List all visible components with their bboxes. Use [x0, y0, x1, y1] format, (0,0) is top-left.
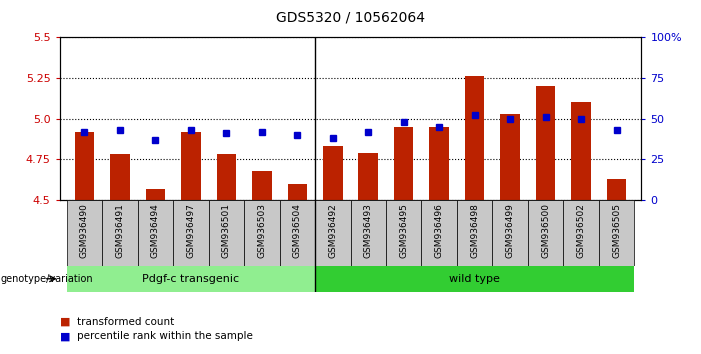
Bar: [536, 86, 555, 200]
Bar: [280, 200, 315, 266]
Bar: [252, 171, 271, 200]
Text: GSM936505: GSM936505: [612, 203, 621, 258]
Bar: [137, 200, 173, 266]
Bar: [421, 200, 457, 266]
Text: GSM936504: GSM936504: [293, 203, 302, 258]
Text: transformed count: transformed count: [77, 317, 175, 327]
Bar: [146, 189, 165, 200]
Bar: [181, 132, 200, 200]
Text: GSM936497: GSM936497: [186, 203, 196, 258]
Bar: [323, 146, 343, 200]
Bar: [492, 200, 528, 266]
Bar: [350, 200, 386, 266]
Bar: [358, 153, 378, 200]
Bar: [75, 132, 94, 200]
Text: GSM936491: GSM936491: [116, 203, 124, 258]
Bar: [67, 200, 102, 266]
Bar: [607, 179, 626, 200]
Bar: [110, 154, 130, 200]
Bar: [102, 200, 137, 266]
Text: ■: ■: [60, 331, 70, 341]
Bar: [571, 102, 591, 200]
Text: GSM936498: GSM936498: [470, 203, 479, 258]
Bar: [244, 200, 280, 266]
Bar: [217, 154, 236, 200]
Text: percentile rank within the sample: percentile rank within the sample: [77, 331, 253, 341]
Bar: [457, 200, 492, 266]
Text: GSM936495: GSM936495: [399, 203, 408, 258]
Text: GSM936492: GSM936492: [328, 203, 337, 258]
Bar: [173, 200, 209, 266]
Bar: [394, 127, 414, 200]
Text: GSM936502: GSM936502: [577, 203, 585, 258]
Text: GSM936494: GSM936494: [151, 203, 160, 258]
Text: wild type: wild type: [449, 274, 500, 284]
Bar: [287, 184, 307, 200]
Text: GSM936493: GSM936493: [364, 203, 373, 258]
Text: GSM936496: GSM936496: [435, 203, 444, 258]
Text: GSM936501: GSM936501: [222, 203, 231, 258]
Bar: [386, 200, 421, 266]
Text: GSM936500: GSM936500: [541, 203, 550, 258]
Text: GSM936503: GSM936503: [257, 203, 266, 258]
Bar: [528, 200, 564, 266]
Bar: [599, 200, 634, 266]
Bar: [564, 200, 599, 266]
Bar: [465, 76, 484, 200]
Text: Pdgf-c transgenic: Pdgf-c transgenic: [142, 274, 240, 284]
Bar: [209, 200, 244, 266]
Text: GSM936490: GSM936490: [80, 203, 89, 258]
Text: ■: ■: [60, 317, 70, 327]
Bar: [430, 127, 449, 200]
Bar: [315, 200, 350, 266]
Text: GDS5320 / 10562064: GDS5320 / 10562064: [276, 11, 425, 25]
Bar: [315, 266, 634, 292]
Text: GSM936499: GSM936499: [505, 203, 515, 258]
Bar: [501, 114, 520, 200]
Text: genotype/variation: genotype/variation: [1, 274, 93, 284]
Bar: [67, 266, 315, 292]
